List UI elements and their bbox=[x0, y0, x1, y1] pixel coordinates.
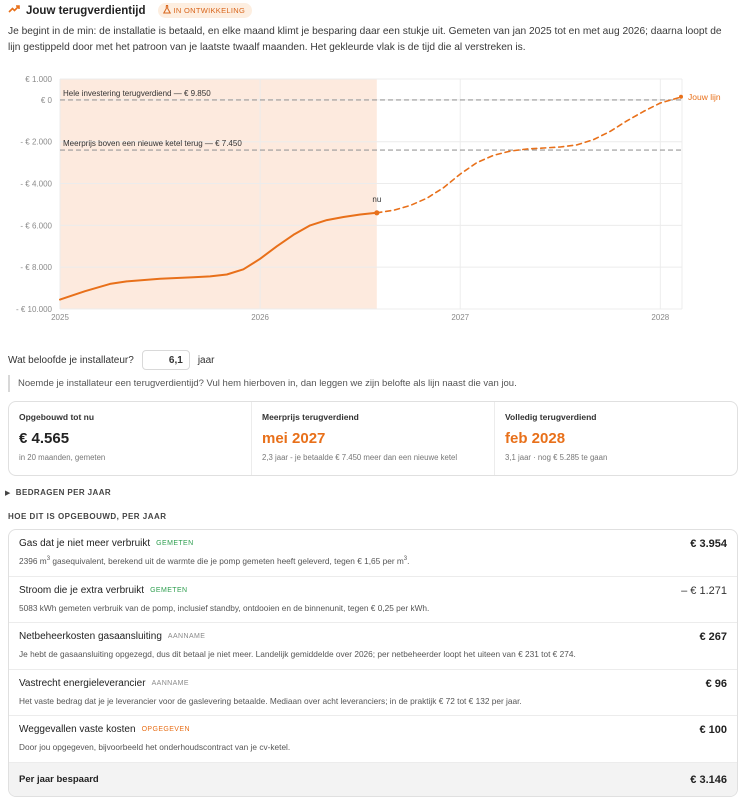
status-badge: IN ONTWIKKELING bbox=[157, 3, 253, 18]
y-tick-label: € 1.000 bbox=[25, 75, 52, 84]
item-amount: € 3.954 bbox=[690, 538, 727, 550]
elapsed-shade bbox=[60, 79, 377, 309]
reference-line-label: Hele investering terugverdiend — € 9.850 bbox=[63, 89, 211, 98]
y-tick-label: - € 8.000 bbox=[20, 263, 52, 272]
promise-years-input[interactable]: 6,1 bbox=[141, 350, 190, 370]
item-tag: GEMETEN bbox=[150, 586, 188, 594]
amounts-per-year-toggle[interactable]: ▶ BEDRAGEN PER JAAR bbox=[5, 488, 111, 497]
y-tick-label: € 0 bbox=[41, 96, 53, 105]
trend-up-icon bbox=[8, 4, 20, 17]
item-name: Weggevallen vaste kosten bbox=[19, 724, 136, 736]
toggle-label: BEDRAGEN PER JAAR bbox=[15, 488, 112, 497]
page-title: Jouw terugverdientijd bbox=[26, 4, 146, 17]
promise-hint: Noemde je installateur een terugverdient… bbox=[8, 375, 517, 392]
total-label: Per jaar bespaard bbox=[19, 774, 99, 785]
stat-value: € 4.565 bbox=[19, 430, 70, 447]
stat-label: Meerprijs terugverdiend bbox=[262, 412, 359, 422]
total-amount: € 3.146 bbox=[690, 773, 727, 786]
item-tag: OPGEGEVEN bbox=[141, 726, 190, 734]
projection-line bbox=[376, 96, 683, 214]
end-marker bbox=[679, 94, 683, 99]
stat-label: Volledig terugverdiend bbox=[505, 412, 597, 422]
promise-label: Wat beloofde je installateur? bbox=[8, 354, 134, 366]
x-tick-label: 2025 bbox=[51, 313, 69, 322]
section-title: HOE DIT IS OPGEBOUWD, PER JAAR bbox=[8, 512, 167, 521]
breakdown-list: Gas dat je niet meer verbruikt GEMETEN 23… bbox=[8, 529, 738, 797]
stats-panel: Opgebouwd tot nu € 4.565 in 20 maanden, … bbox=[8, 401, 738, 476]
x-tick-label: 2026 bbox=[251, 313, 269, 322]
stat-value: feb 2028 bbox=[505, 430, 566, 447]
y-tick-label: - € 6.000 bbox=[20, 221, 52, 230]
now-marker bbox=[374, 210, 380, 216]
list-item: Vastrecht energieleverancier AANNAME Het … bbox=[9, 670, 737, 717]
item-desc: 2396 m3 gasequivalent, berekend uit de w… bbox=[19, 556, 410, 566]
list-item: Weggevallen vaste kosten OPGEGEVEN Door j… bbox=[9, 716, 737, 763]
item-name: Gas dat je niet meer verbruikt bbox=[19, 538, 151, 549]
item-tag: GEMETEN bbox=[156, 540, 194, 547]
measured-line bbox=[59, 211, 378, 301]
payback-chart: € 1.000 € 0 - € 2.000 - € 4.000 - € 6.000 - €… bbox=[16, 75, 721, 322]
list-item: Netbeheerkosten gasaansluiting AANNAME Je… bbox=[9, 623, 737, 670]
x-tick-label: 2028 bbox=[651, 313, 669, 322]
now-label: nu bbox=[372, 195, 381, 204]
x-tick-label: 2027 bbox=[451, 313, 469, 322]
series-label: Jouw lijn bbox=[688, 92, 721, 102]
item-amount: – € 1.271 bbox=[681, 584, 727, 597]
list-item: Stroom die je extra verbruikt GEMETEN 508… bbox=[9, 577, 737, 624]
header: Jouw terugverdientijd IN ONTWIKKELING bbox=[8, 3, 253, 18]
item-name: Stroom die je extra verbruikt bbox=[19, 584, 145, 596]
item-tag: AANNAME bbox=[167, 633, 206, 641]
item-tag: AANNAME bbox=[151, 679, 189, 687]
item-desc: Je hebt de gasaansluiting opgezegd, dus … bbox=[19, 649, 576, 660]
stat-fully-paid-back: Volledig terugverdiend feb 2028 3,1 jaar… bbox=[495, 402, 737, 475]
stat-label: Opgebouwd tot nu bbox=[19, 412, 95, 422]
promise-unit: jaar bbox=[197, 354, 215, 366]
y-tick-label: - € 2.000 bbox=[20, 138, 52, 147]
item-name: Vastrecht energieleverancier bbox=[19, 677, 146, 689]
y-tick-label: - € 4.000 bbox=[20, 180, 52, 189]
stat-built-up: Opgebouwd tot nu € 4.565 in 20 maanden, … bbox=[9, 402, 252, 475]
stat-surcharge-paid-back: Meerprijs terugverdiend mei 2027 2,3 jaa… bbox=[252, 402, 495, 475]
stat-sub: in 20 maanden, gemeten bbox=[19, 453, 106, 462]
total-row: Per jaar bespaard € 3.146 bbox=[9, 763, 737, 796]
promise-row: Wat beloofde je installateur? 6,1 jaar bbox=[8, 350, 215, 370]
stat-sub: 2,3 jaar - je betaalde € 7.450 meer dan … bbox=[262, 453, 458, 462]
item-amount: € 267 bbox=[699, 631, 727, 644]
item-amount: € 100 bbox=[699, 724, 727, 737]
flask-icon bbox=[162, 5, 171, 16]
item-desc: Door jou opgegeven, bijvoorbeeld het ond… bbox=[19, 742, 291, 753]
stat-value: mei 2027 bbox=[262, 430, 326, 447]
stat-sub: 3,1 jaar · nog € 5.285 te gaan bbox=[505, 453, 608, 462]
y-tick-label: - € 10.000 bbox=[16, 305, 53, 314]
item-desc: Het vaste bedrag dat je je leverancier v… bbox=[19, 695, 522, 706]
triangle-right-icon: ▶ bbox=[5, 489, 11, 497]
status-badge-label: IN ONTWIKKELING bbox=[173, 6, 246, 15]
intro-text: Je begint in de min: de installatie is b… bbox=[8, 26, 722, 53]
item-desc: 5083 kWh gemeten verbruik van de pomp, i… bbox=[19, 602, 430, 613]
list-item: Gas dat je niet meer verbruikt GEMETEN 23… bbox=[9, 530, 737, 577]
item-amount: € 96 bbox=[705, 677, 727, 690]
item-name: Netbeheerkosten gasaansluiting bbox=[19, 631, 162, 643]
reference-line-label: Meerprijs boven een nieuwe ketel terug —… bbox=[63, 139, 242, 148]
